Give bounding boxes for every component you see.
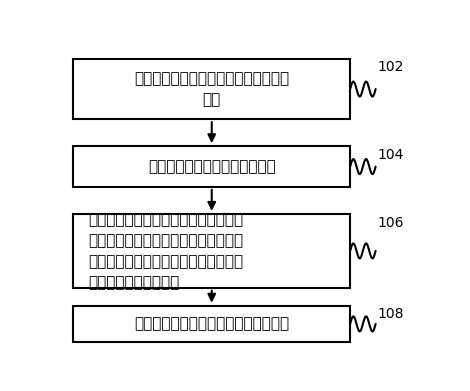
Bar xyxy=(73,146,350,187)
Text: 获取待测工件气孔的实际流量值: 获取待测工件气孔的实际流量值 xyxy=(148,159,275,174)
Bar xyxy=(73,214,350,288)
Text: 108: 108 xyxy=(377,307,404,321)
Text: 102: 102 xyxy=(377,61,404,74)
Bar xyxy=(73,59,350,119)
Text: 分别对分析结果以及评定结果进行展示: 分别对分析结果以及评定结果进行展示 xyxy=(134,316,290,332)
Bar xyxy=(73,306,350,342)
Text: 采集并存储不同标准工件气孔的标准流
量值: 采集并存储不同标准工件气孔的标准流 量值 xyxy=(134,71,290,107)
Text: 104: 104 xyxy=(377,148,404,162)
Text: 106: 106 xyxy=(377,215,404,230)
Text: 根据待测工件气孔的实际流量值以及待
测工件气孔对应的标准流量值，对待测
工件气孔流量进行分析及评定，以得到
分析结果以及评定结果: 根据待测工件气孔的实际流量值以及待 测工件气孔对应的标准流量值，对待测 工件气孔… xyxy=(88,212,243,290)
